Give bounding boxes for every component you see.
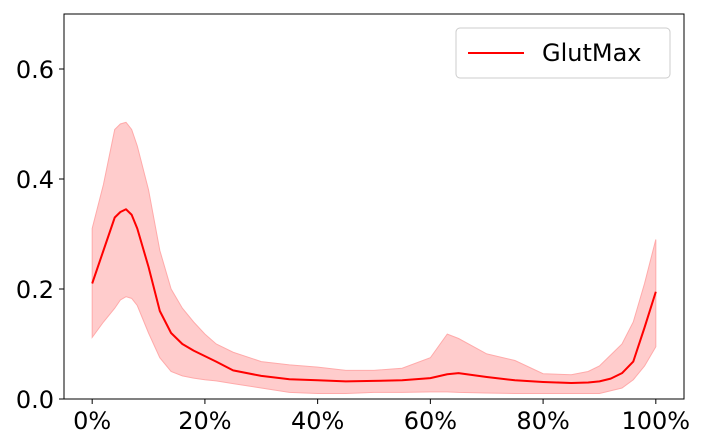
line-layer	[91, 208, 657, 385]
x-axis: 0% 20% 40% 60% 80% 100%	[73, 399, 690, 435]
x-tick-label: 40%	[291, 407, 344, 435]
x-tick-label: 80%	[516, 407, 569, 435]
plot-area-frame	[63, 13, 685, 400]
y-tick-label: 0.0	[16, 386, 54, 414]
x-tick-label: 20%	[178, 407, 231, 435]
y-tick-label: 0.2	[16, 276, 54, 304]
y-tick-label: 0.4	[16, 166, 54, 194]
legend-box	[455, 27, 671, 79]
x-tick-label: 60%	[404, 407, 457, 435]
x-tick-label: 100%	[622, 407, 691, 435]
y-tick-label: 0.6	[16, 56, 54, 84]
legend: GlutMax	[455, 27, 671, 79]
band-layer	[91, 121, 657, 394]
series-0-mean-line	[91, 208, 657, 385]
legend-label: GlutMax	[542, 39, 642, 67]
x-tick-label: 0%	[73, 407, 111, 435]
y-axis: 0.0 0.2 0.4 0.6	[16, 56, 64, 414]
series-0-confidence-band	[91, 121, 657, 394]
